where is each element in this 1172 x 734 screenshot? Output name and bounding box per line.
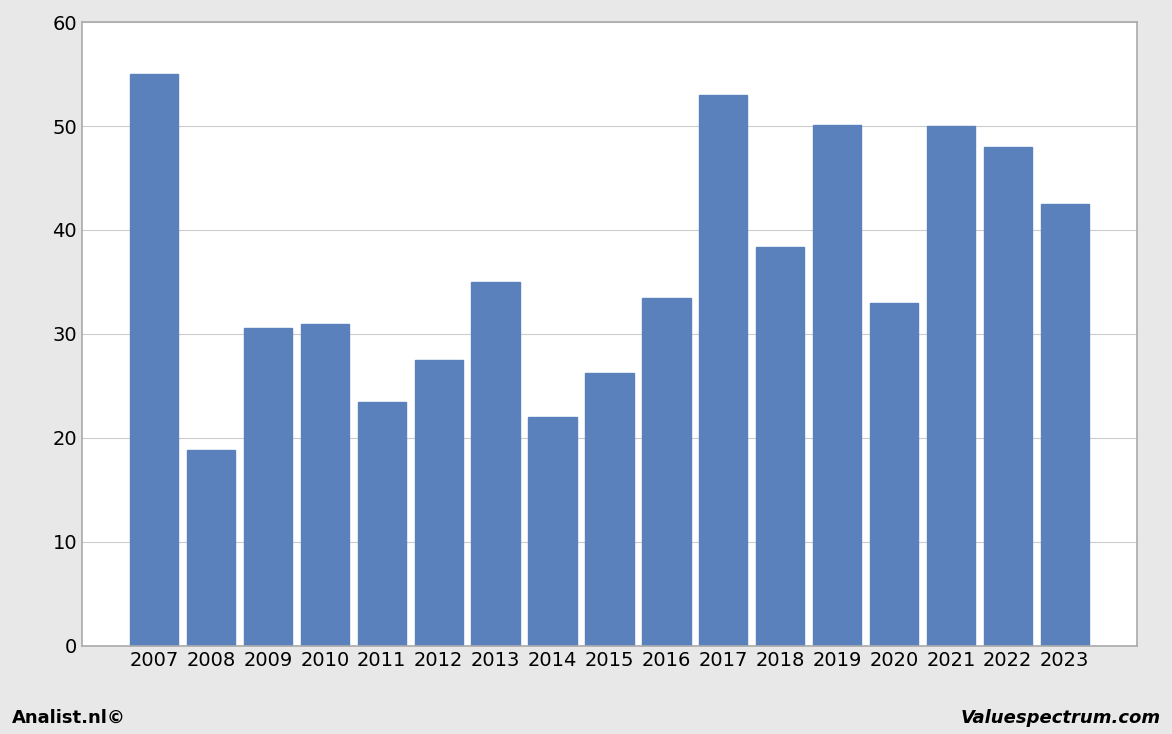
Bar [983, 147, 1033, 646]
Bar [642, 297, 690, 646]
Bar [1041, 204, 1089, 646]
Bar [301, 324, 349, 646]
Bar [471, 282, 520, 646]
Bar [529, 417, 577, 646]
Bar [813, 125, 861, 646]
Bar [244, 327, 292, 646]
Bar [186, 451, 236, 646]
Bar [870, 303, 918, 646]
Bar [357, 401, 406, 646]
Bar [130, 74, 178, 646]
Bar [585, 374, 634, 646]
Text: Valuespectrum.com: Valuespectrum.com [960, 708, 1160, 727]
Text: Analist.nl©: Analist.nl© [12, 708, 125, 727]
Bar [415, 360, 463, 646]
Bar [756, 247, 804, 646]
Bar [927, 126, 975, 646]
Bar [699, 95, 748, 646]
